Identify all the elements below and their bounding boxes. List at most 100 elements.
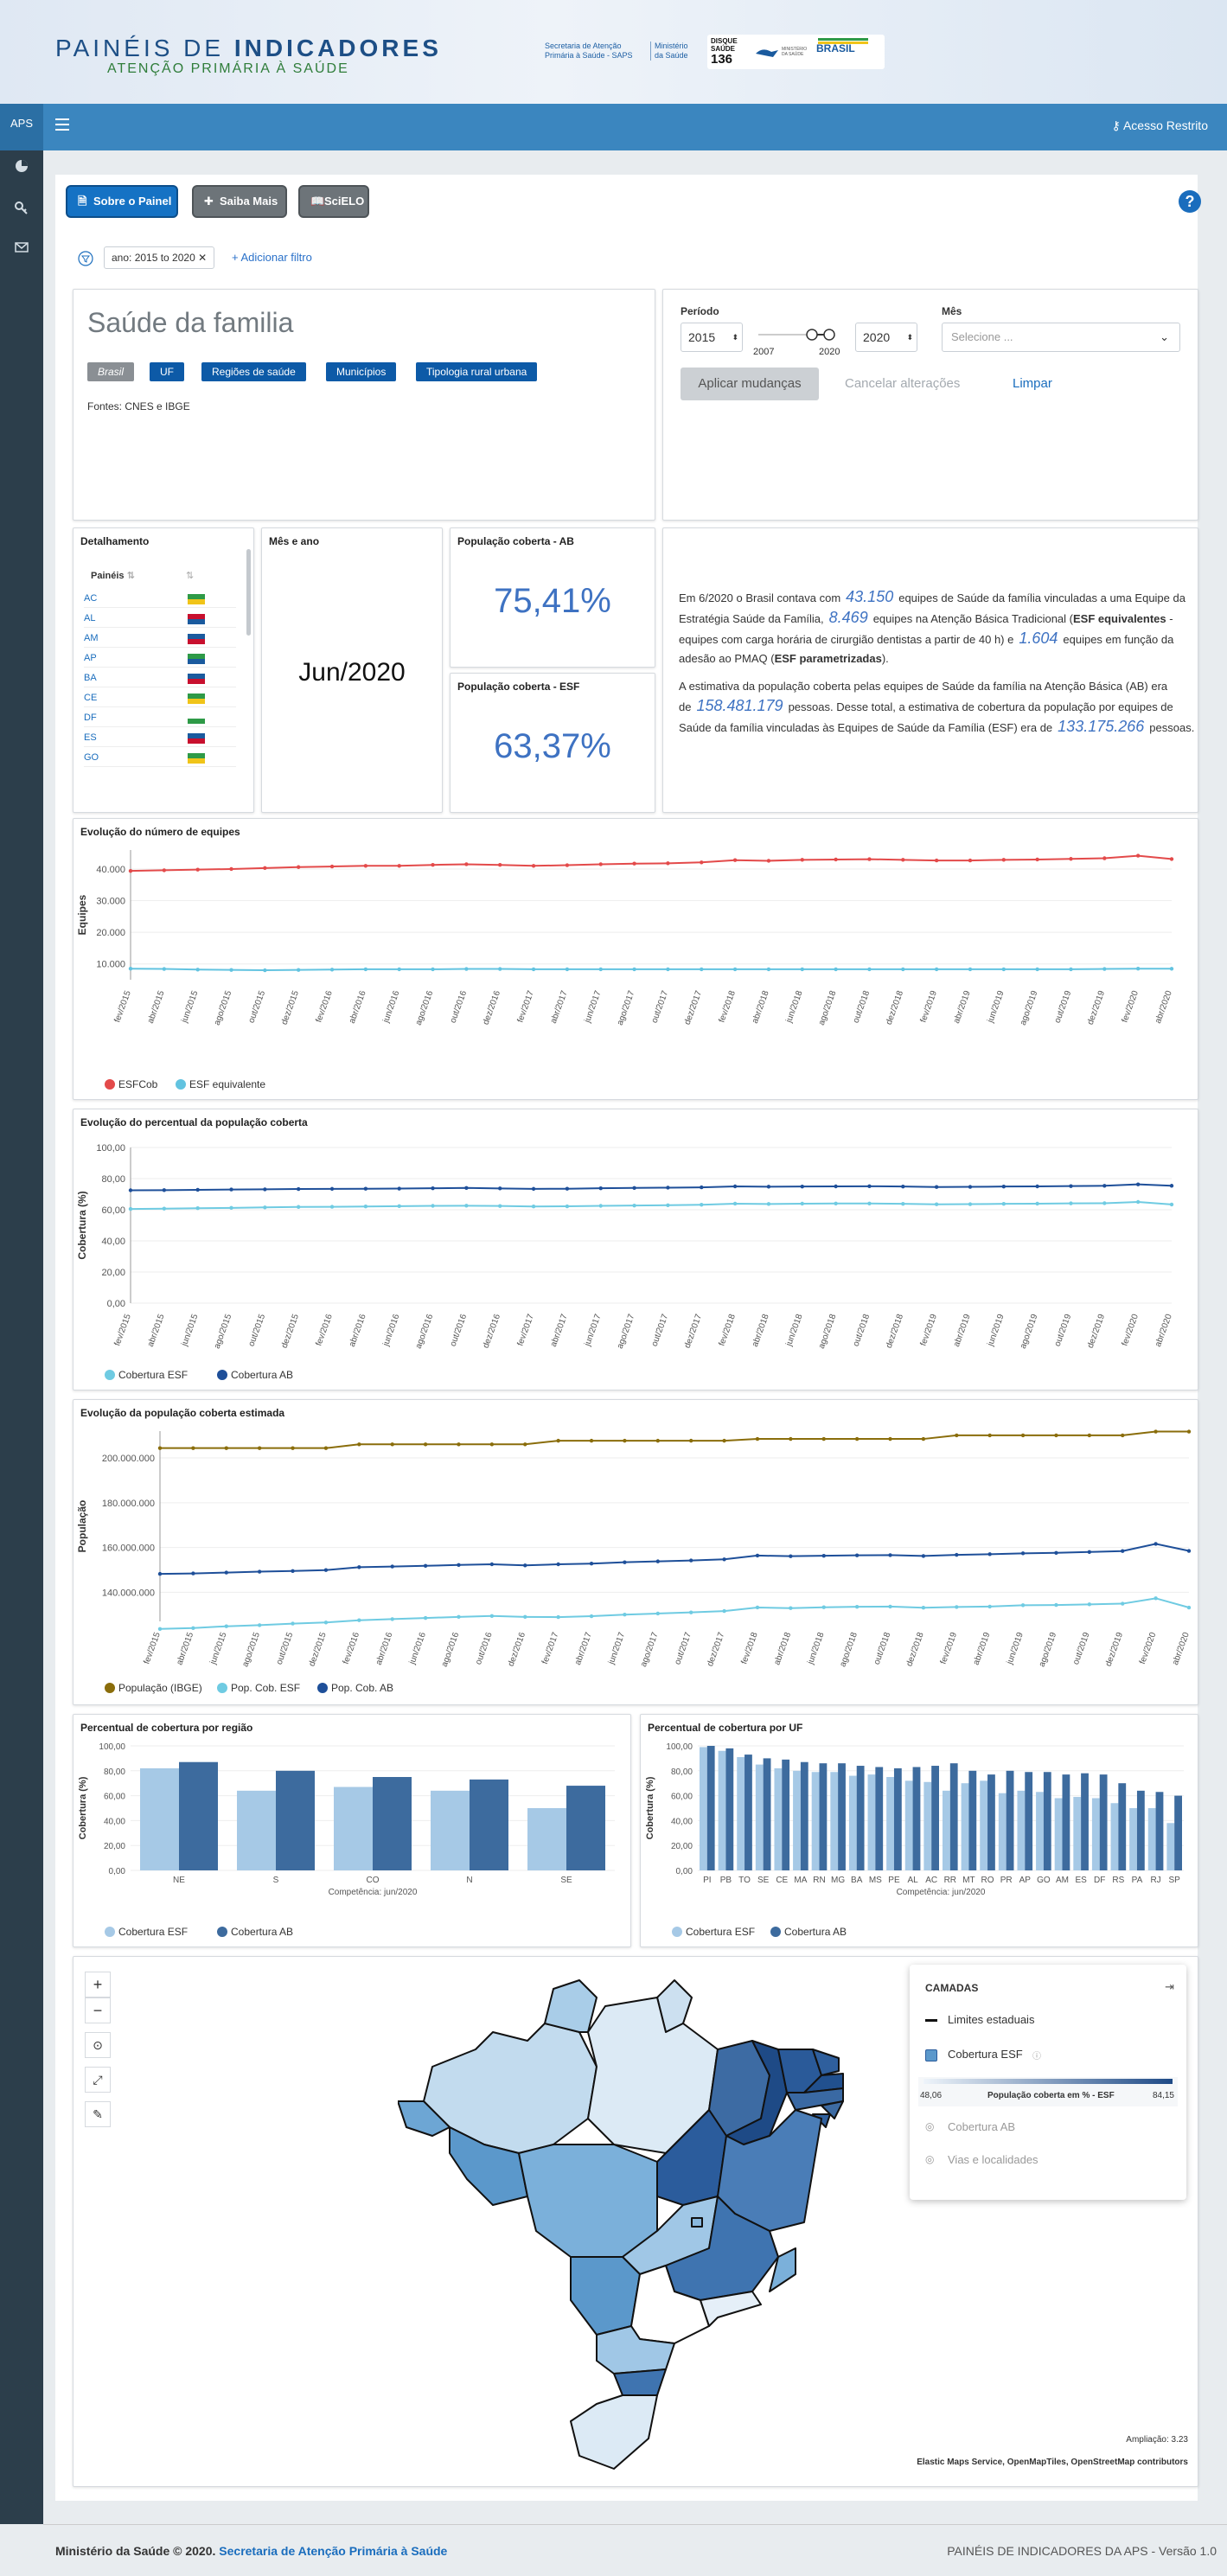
data-point[interactable] [363,1186,368,1191]
data-point[interactable] [157,1571,163,1576]
data-point[interactable] [968,1202,973,1206]
bar[interactable] [961,1783,969,1870]
data-point[interactable] [1186,1429,1192,1434]
cancelar-alteracoes-link[interactable]: Cancelar alterações [845,376,961,391]
bar[interactable] [566,1786,605,1870]
data-point[interactable] [523,1614,527,1620]
bar[interactable] [755,1764,764,1870]
data-point[interactable] [357,1565,361,1569]
data-point[interactable] [867,1184,872,1189]
sobre-painel-button[interactable]: 🗎 Sobre o Painel [66,185,178,218]
filter-icon[interactable] [78,251,93,266]
data-point[interactable] [589,1614,594,1619]
data-point[interactable] [732,967,738,972]
bar[interactable] [276,1770,315,1870]
data-point[interactable] [921,1436,926,1441]
uf-link[interactable]: AM [84,633,99,643]
data-point[interactable] [357,1442,361,1447]
data-point[interactable] [1054,1602,1058,1608]
data-point[interactable] [390,1617,394,1621]
data-point[interactable] [128,868,133,873]
data-point[interactable] [1054,1550,1058,1555]
data-point[interactable] [229,968,233,972]
acesso-restrito-link[interactable]: ⚷ Acesso Restrito [1111,118,1208,132]
bar[interactable] [912,1767,921,1870]
bar[interactable] [1081,1773,1089,1870]
table-row[interactable]: AL [84,609,236,628]
data-point[interactable] [1102,967,1107,971]
data-point[interactable] [224,1446,228,1450]
data-point[interactable] [329,1186,335,1192]
data-point[interactable] [755,1605,760,1610]
data-point[interactable] [800,858,804,862]
key-icon[interactable] [15,201,29,214]
data-point[interactable] [263,1187,267,1192]
data-point[interactable] [1102,856,1107,860]
data-point[interactable] [195,968,200,972]
data-point[interactable] [623,1613,627,1617]
data-point[interactable] [867,1201,872,1205]
data-point[interactable] [834,1184,838,1189]
data-point[interactable] [523,1563,527,1568]
data-point[interactable] [1069,1201,1073,1205]
table-row[interactable]: ES [84,728,236,747]
legend-esf-equivalente[interactable]: ESF equivalente [176,1078,265,1090]
data-point[interactable] [934,967,939,972]
data-point[interactable] [224,1570,228,1575]
data-point[interactable] [623,1438,627,1443]
table-row[interactable]: CE [84,688,236,707]
data-point[interactable] [464,862,469,866]
data-point[interactable] [934,1185,939,1189]
data-point[interactable] [191,1446,195,1450]
legend-regiao-esf[interactable]: Cobertura ESF [105,1926,188,1938]
bar[interactable] [1129,1808,1137,1870]
data-point[interactable] [1102,1201,1107,1205]
bar[interactable] [1136,1790,1145,1870]
data-point[interactable] [498,1204,502,1208]
bar[interactable] [774,1767,783,1870]
draw-tool-icon[interactable]: ✎ [85,2101,111,2127]
bar[interactable] [179,1761,218,1870]
data-point[interactable] [1087,1433,1092,1438]
data-point[interactable] [397,967,401,972]
tab-regioes[interactable]: Regiões de saúde [201,362,306,381]
data-point[interactable] [531,1205,536,1209]
data-point[interactable] [431,1204,435,1208]
data-point[interactable] [700,1185,704,1190]
data-point[interactable] [489,1442,495,1447]
data-point[interactable] [1135,966,1141,971]
data-point[interactable] [623,1560,627,1564]
data-point[interactable] [921,1606,926,1610]
data-point[interactable] [1135,1182,1141,1186]
data-point[interactable] [1102,1184,1107,1188]
bar[interactable] [431,1790,470,1870]
info-icon[interactable]: ⓘ [1032,2052,1041,2061]
data-point[interactable] [195,1206,200,1211]
data-point[interactable] [329,1205,335,1209]
data-point[interactable] [1169,1202,1174,1207]
data-point[interactable] [632,1186,636,1190]
data-point[interactable] [1135,1199,1141,1205]
eye-closed-icon[interactable]: ◎ [925,2153,935,2165]
data-point[interactable] [329,968,335,972]
data-point[interactable] [423,1563,428,1569]
data-point[interactable] [666,1186,670,1190]
data-point[interactable] [397,1204,401,1209]
bar[interactable] [782,1759,790,1870]
bar[interactable] [1099,1774,1108,1870]
layer-cobertura-ab[interactable]: ◎ Cobertura AB [925,2120,1016,2133]
uf-link[interactable]: GO [84,752,99,763]
table-row[interactable]: GO [84,748,236,767]
data-point[interactable] [296,968,301,972]
data-point[interactable] [191,1571,195,1576]
bar[interactable] [1017,1790,1026,1870]
spinner-icon[interactable]: ⬍ [906,333,913,342]
data-point[interactable] [854,1553,860,1557]
data-point[interactable] [128,966,133,971]
data-point[interactable] [755,1553,760,1558]
data-point[interactable] [257,1446,262,1450]
data-point[interactable] [888,1604,892,1609]
bar[interactable] [998,1793,1007,1870]
zoom-in-button[interactable]: + [85,1972,111,1998]
bar[interactable] [1091,1798,1100,1870]
